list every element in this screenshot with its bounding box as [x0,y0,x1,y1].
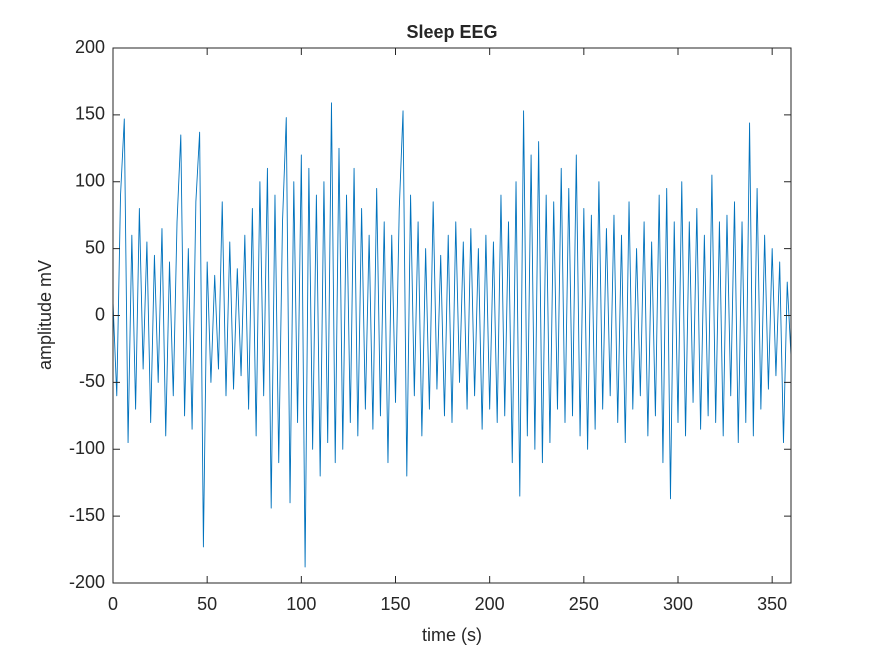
y-tick-label: -200 [69,572,105,592]
y-tick-label: 100 [75,171,105,191]
y-tick-label: -100 [69,438,105,458]
x-tick-label: 150 [380,594,410,614]
signal-line [112,102,792,568]
y-tick-label: 150 [75,104,105,124]
x-tick-label: 0 [108,594,118,614]
x-tick-label: 250 [569,594,599,614]
x-tick-label: 50 [197,594,217,614]
y-tick-label: 0 [95,304,105,324]
y-tick-label: 200 [75,37,105,57]
y-tick-label: 50 [85,237,105,257]
x-tick-label: 100 [286,594,316,614]
x-tick-label: 350 [757,594,787,614]
x-axis-label: time (s) [422,625,482,645]
x-tick-label: 300 [663,594,693,614]
chart-title: Sleep EEG [406,22,497,42]
plot-area [113,48,791,583]
y-tick-label: -50 [79,371,105,391]
y-tick-label: -150 [69,505,105,525]
x-tick-label: 200 [475,594,505,614]
y-axis-label: amplitude mV [35,260,55,370]
